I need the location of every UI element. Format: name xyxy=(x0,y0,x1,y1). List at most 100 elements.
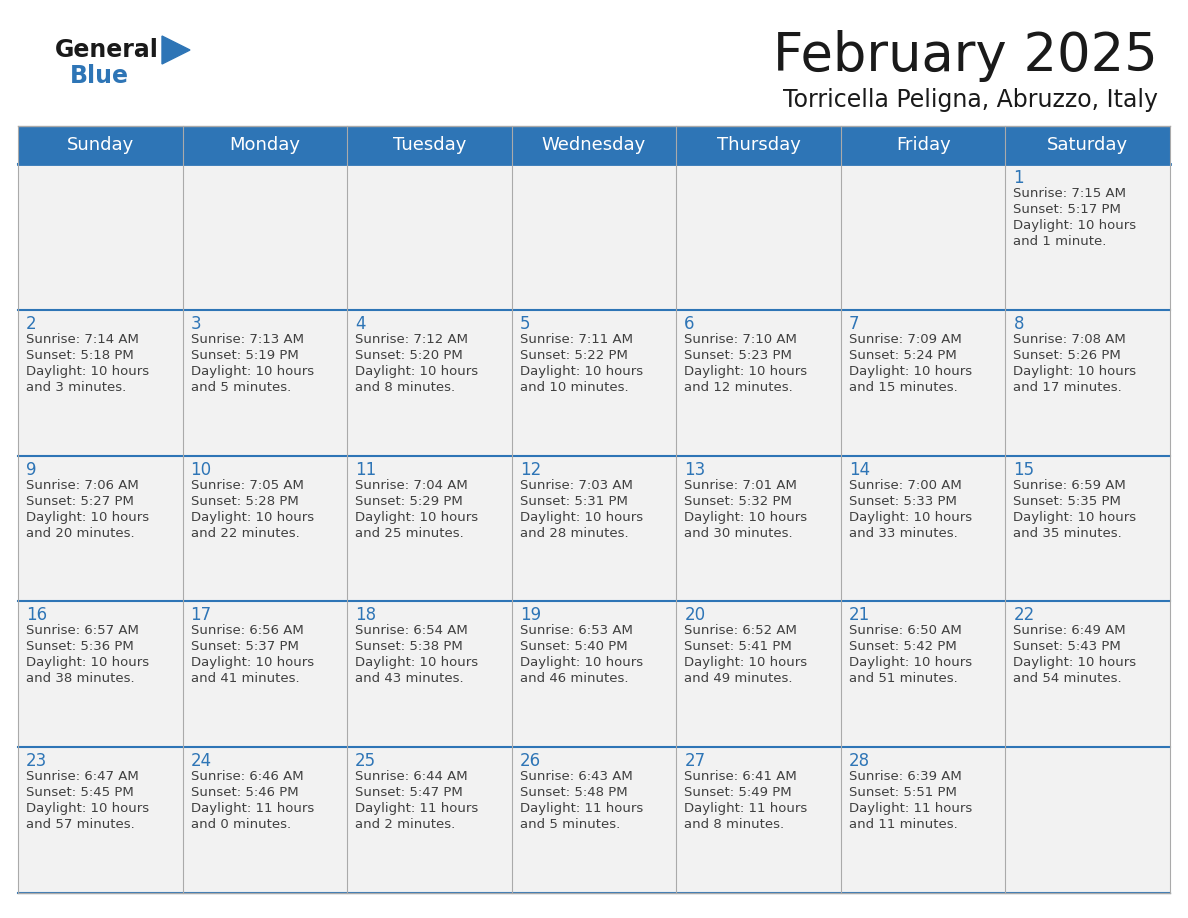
Bar xyxy=(18,747,183,893)
Text: 10: 10 xyxy=(190,461,211,478)
Text: Sunrise: 7:09 AM: Sunrise: 7:09 AM xyxy=(849,333,961,346)
Text: Sunrise: 6:47 AM: Sunrise: 6:47 AM xyxy=(26,770,139,783)
Text: Sunrise: 7:04 AM: Sunrise: 7:04 AM xyxy=(355,478,468,492)
Bar xyxy=(676,164,841,309)
Text: Sunset: 5:27 PM: Sunset: 5:27 PM xyxy=(26,495,134,508)
Text: and 12 minutes.: and 12 minutes. xyxy=(684,381,794,394)
Bar xyxy=(1005,601,1170,747)
Text: 18: 18 xyxy=(355,607,377,624)
Text: Sunset: 5:41 PM: Sunset: 5:41 PM xyxy=(684,641,792,654)
Text: Sunrise: 7:12 AM: Sunrise: 7:12 AM xyxy=(355,333,468,346)
Text: Sunrise: 6:49 AM: Sunrise: 6:49 AM xyxy=(1013,624,1126,637)
Text: Sunset: 5:42 PM: Sunset: 5:42 PM xyxy=(849,641,956,654)
Text: Daylight: 10 hours: Daylight: 10 hours xyxy=(1013,656,1137,669)
Text: 16: 16 xyxy=(26,607,48,624)
Bar xyxy=(512,309,676,455)
Text: Tuesday: Tuesday xyxy=(393,136,466,154)
Text: Sunset: 5:48 PM: Sunset: 5:48 PM xyxy=(519,786,627,800)
Bar xyxy=(18,126,1170,164)
Text: Sunset: 5:32 PM: Sunset: 5:32 PM xyxy=(684,495,792,508)
Text: Sunset: 5:18 PM: Sunset: 5:18 PM xyxy=(26,349,134,362)
Text: and 30 minutes.: and 30 minutes. xyxy=(684,527,792,540)
Text: Daylight: 10 hours: Daylight: 10 hours xyxy=(26,802,150,815)
Text: Sunrise: 6:41 AM: Sunrise: 6:41 AM xyxy=(684,770,797,783)
Text: and 8 minutes.: and 8 minutes. xyxy=(684,818,784,831)
Bar xyxy=(347,309,512,455)
Text: and 0 minutes.: and 0 minutes. xyxy=(190,818,291,831)
Text: Daylight: 10 hours: Daylight: 10 hours xyxy=(355,364,479,378)
Text: and 35 minutes.: and 35 minutes. xyxy=(1013,527,1123,540)
Text: Sunrise: 7:03 AM: Sunrise: 7:03 AM xyxy=(519,478,632,492)
Text: Sunset: 5:36 PM: Sunset: 5:36 PM xyxy=(26,641,134,654)
Text: Sunset: 5:45 PM: Sunset: 5:45 PM xyxy=(26,786,134,800)
Bar xyxy=(512,455,676,601)
Text: 24: 24 xyxy=(190,752,211,770)
Bar xyxy=(512,601,676,747)
Text: and 33 minutes.: and 33 minutes. xyxy=(849,527,958,540)
Text: 27: 27 xyxy=(684,752,706,770)
Text: Sunset: 5:28 PM: Sunset: 5:28 PM xyxy=(190,495,298,508)
Text: Daylight: 10 hours: Daylight: 10 hours xyxy=(1013,219,1137,232)
Text: and 5 minutes.: and 5 minutes. xyxy=(519,818,620,831)
Text: Sunrise: 7:11 AM: Sunrise: 7:11 AM xyxy=(519,333,633,346)
Text: Sunrise: 6:56 AM: Sunrise: 6:56 AM xyxy=(190,624,303,637)
Text: 28: 28 xyxy=(849,752,870,770)
Text: and 57 minutes.: and 57 minutes. xyxy=(26,818,134,831)
Bar xyxy=(1005,747,1170,893)
Text: Daylight: 10 hours: Daylight: 10 hours xyxy=(849,510,972,523)
Text: Sunrise: 7:06 AM: Sunrise: 7:06 AM xyxy=(26,478,139,492)
Text: Sunset: 5:37 PM: Sunset: 5:37 PM xyxy=(190,641,298,654)
Text: and 17 minutes.: and 17 minutes. xyxy=(1013,381,1123,394)
Text: and 54 minutes.: and 54 minutes. xyxy=(1013,672,1121,686)
Text: Sunrise: 6:44 AM: Sunrise: 6:44 AM xyxy=(355,770,468,783)
Text: 15: 15 xyxy=(1013,461,1035,478)
Bar xyxy=(183,747,347,893)
Text: Daylight: 10 hours: Daylight: 10 hours xyxy=(1013,364,1137,378)
Text: 20: 20 xyxy=(684,607,706,624)
Text: and 5 minutes.: and 5 minutes. xyxy=(190,381,291,394)
Text: Friday: Friday xyxy=(896,136,950,154)
Text: 9: 9 xyxy=(26,461,37,478)
Text: 12: 12 xyxy=(519,461,541,478)
Text: 7: 7 xyxy=(849,315,859,333)
Text: Daylight: 10 hours: Daylight: 10 hours xyxy=(849,656,972,669)
Text: 21: 21 xyxy=(849,607,870,624)
Text: Daylight: 10 hours: Daylight: 10 hours xyxy=(519,510,643,523)
Text: Sunrise: 6:57 AM: Sunrise: 6:57 AM xyxy=(26,624,139,637)
Text: Daylight: 10 hours: Daylight: 10 hours xyxy=(355,510,479,523)
Text: Daylight: 10 hours: Daylight: 10 hours xyxy=(684,510,808,523)
Text: Torricella Peligna, Abruzzo, Italy: Torricella Peligna, Abruzzo, Italy xyxy=(783,88,1158,112)
Text: 13: 13 xyxy=(684,461,706,478)
Text: and 10 minutes.: and 10 minutes. xyxy=(519,381,628,394)
Bar xyxy=(183,309,347,455)
Text: and 46 minutes.: and 46 minutes. xyxy=(519,672,628,686)
Text: 1: 1 xyxy=(1013,169,1024,187)
Text: Sunset: 5:46 PM: Sunset: 5:46 PM xyxy=(190,786,298,800)
Text: Daylight: 10 hours: Daylight: 10 hours xyxy=(190,656,314,669)
Text: and 2 minutes.: and 2 minutes. xyxy=(355,818,455,831)
Text: General: General xyxy=(55,38,159,62)
Text: Daylight: 11 hours: Daylight: 11 hours xyxy=(684,802,808,815)
Text: Daylight: 11 hours: Daylight: 11 hours xyxy=(849,802,972,815)
Text: Blue: Blue xyxy=(70,64,129,88)
Text: Sunset: 5:17 PM: Sunset: 5:17 PM xyxy=(1013,203,1121,216)
Text: 2: 2 xyxy=(26,315,37,333)
Text: Sunrise: 6:46 AM: Sunrise: 6:46 AM xyxy=(190,770,303,783)
Bar xyxy=(841,164,1005,309)
Text: Daylight: 10 hours: Daylight: 10 hours xyxy=(684,656,808,669)
Bar xyxy=(676,747,841,893)
Text: and 41 minutes.: and 41 minutes. xyxy=(190,672,299,686)
Text: 3: 3 xyxy=(190,315,201,333)
Text: and 1 minute.: and 1 minute. xyxy=(1013,235,1107,248)
Text: Sunrise: 7:13 AM: Sunrise: 7:13 AM xyxy=(190,333,304,346)
Bar xyxy=(18,455,183,601)
Text: 23: 23 xyxy=(26,752,48,770)
Text: Sunrise: 6:39 AM: Sunrise: 6:39 AM xyxy=(849,770,961,783)
Bar xyxy=(1005,164,1170,309)
Text: Daylight: 10 hours: Daylight: 10 hours xyxy=(355,656,479,669)
Text: and 49 minutes.: and 49 minutes. xyxy=(684,672,792,686)
Text: and 25 minutes.: and 25 minutes. xyxy=(355,527,463,540)
Text: Sunset: 5:43 PM: Sunset: 5:43 PM xyxy=(1013,641,1121,654)
Text: Sunday: Sunday xyxy=(67,136,134,154)
Text: 8: 8 xyxy=(1013,315,1024,333)
